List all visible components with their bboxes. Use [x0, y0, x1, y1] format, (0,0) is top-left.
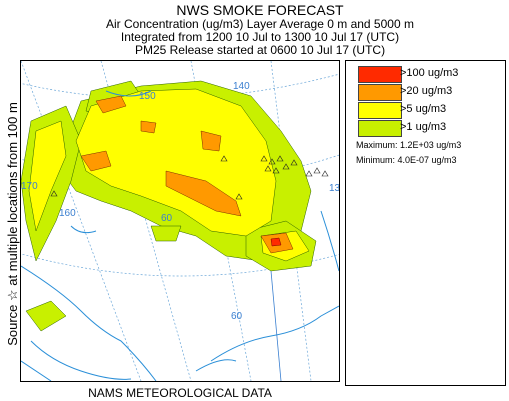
smoke-contour-gt100 [270, 237, 282, 247]
legend-item: >100 ug/m3 [358, 66, 498, 83]
longitude-label: 170 [21, 181, 38, 192]
longitude-label: 60 [161, 213, 173, 224]
page-title: NWS SMOKE FORECAST [176, 2, 344, 18]
legend-swatch-gt100 [358, 66, 402, 83]
longitude-label: 130 [329, 183, 339, 194]
legend-item: >1 ug/m3 [358, 120, 498, 137]
legend-label: >1 ug/m3 [400, 121, 447, 133]
subtitle-concentration: Air Concentration (ug/m3) Layer Average … [106, 17, 414, 31]
legend-label: >5 ug/m3 [400, 103, 447, 115]
legend-swatch-gt1 [358, 120, 402, 137]
legend-item: >5 ug/m3 [358, 102, 498, 119]
longitude-label: 160 [59, 208, 76, 219]
minimum-concentration: Minimum: 4.0E-07 ug/m3 [356, 155, 457, 165]
legend-item: >20 ug/m3 [358, 84, 498, 101]
maximum-concentration: Maximum: 1.2E+03 ug/m3 [356, 140, 462, 150]
map-frame: 170 160 150 140 130 60 60 [20, 60, 340, 382]
legend-label: >100 ug/m3 [400, 67, 459, 79]
data-source-footer: NAMS METEOROLOGICAL DATA [88, 386, 272, 400]
subtitle-release: PM25 Release started at 0600 10 Jul 17 (… [134, 43, 386, 57]
legend-swatch-gt20 [358, 84, 402, 101]
longitude-label: 60 [231, 311, 243, 322]
border-line [270, 270, 282, 381]
legend-label: >20 ug/m3 [400, 85, 453, 97]
longitude-label: 140 [233, 81, 250, 92]
legend-panel: >100 ug/m3 >20 ug/m3 >5 ug/m3 >1 ug/m3 M… [345, 60, 506, 386]
source-locations-label: Source ☆ at multiple locations from 100 … [5, 102, 20, 346]
longitude-label: 150 [139, 91, 156, 102]
smoke-contour-gt20 [80, 95, 294, 254]
coastlines [21, 90, 339, 381]
subtitle-integration: Integrated from 1200 10 Jul to 1300 10 J… [120, 30, 400, 44]
legend-swatch-gt5 [358, 102, 402, 119]
source-markers [50, 155, 329, 200]
smoke-map: 170 160 150 140 130 60 60 [21, 61, 339, 381]
